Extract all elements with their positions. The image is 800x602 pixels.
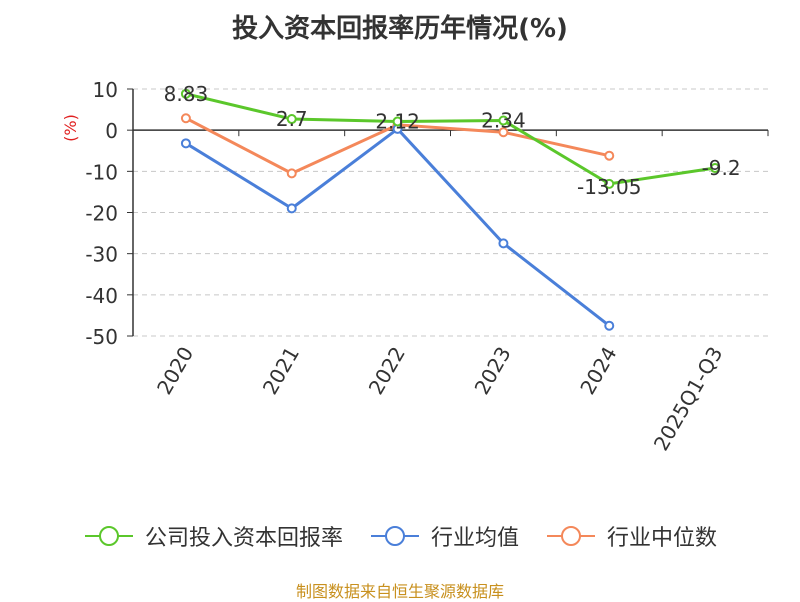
legend-marker-1 (370, 526, 419, 546)
data-label-0: 8.83 (164, 82, 209, 106)
series-2-point-1 (286, 168, 297, 179)
legend-label-2: 行业中位数 (607, 526, 718, 551)
source-note: 制图数据来自恒生聚源数据库 (295, 582, 504, 601)
series-0-point-3 (498, 115, 509, 126)
data-label-4: -13.05 (577, 175, 641, 199)
y-tick-label-0: 10 (93, 78, 118, 102)
x-tick-label-3: 2023 (470, 342, 516, 398)
y-tick-label-1: 0 (105, 119, 118, 143)
series-lines (180, 88, 721, 331)
data-label-3: 2.34 (481, 109, 526, 133)
x-tick-label-4: 2024 (575, 343, 621, 399)
x-tick-label-2: 2022 (364, 343, 410, 399)
series-0-point-1 (286, 114, 297, 125)
legend-label-0: 公司投入资本回报率 (144, 526, 343, 551)
series-0-point-0 (180, 88, 191, 99)
legend-label-1: 行业均值 (430, 526, 519, 551)
legend-item-2[interactable]: 行业中位数 (545, 520, 717, 552)
data-label-2: 2.12 (375, 109, 420, 133)
chart-title: 投入资本回报率历年情况(%) (232, 14, 568, 44)
data-labels: 8.83 2.7 2.12 2.34 -13.05 -9.2 (164, 82, 741, 199)
legend-marker-2 (547, 526, 595, 546)
y-tick-label-5: -40 (85, 284, 118, 308)
series-line-1 (185, 127, 611, 327)
y-axis-unit: (%) (61, 114, 80, 142)
series-0-point-5 (710, 163, 721, 174)
series-1-point-1 (286, 203, 297, 214)
series-0-point-2 (392, 116, 403, 127)
series-2-point-3 (498, 127, 509, 138)
series-1-point-3 (498, 238, 509, 249)
data-label-1: 2.7 (276, 107, 308, 131)
y-tick-label-4: -30 (85, 243, 118, 267)
x-tick-label-0: 2020 (152, 343, 198, 399)
axes: 10 0 -10 -20 -30 -40 -50 2020 2021 2022 2023 2024 20… (85, 78, 769, 455)
data-label-5: -9.2 (702, 156, 741, 180)
legend-circle-0 (98, 526, 119, 546)
series-2-point-4 (604, 150, 615, 161)
y-tick-label-3: -20 (85, 202, 118, 226)
y-tick-label-6: -50 (85, 325, 118, 349)
legend-marker-0 (84, 526, 133, 546)
legend: 公司投入资本回报率 行业均值 行业中位数 (0, 520, 800, 552)
series-line-0 (185, 92, 716, 186)
series-1-point-4 (604, 320, 615, 331)
series-2-point-0 (180, 113, 191, 124)
series-0-point-4 (604, 178, 615, 189)
y-tick-label-2: -10 (85, 160, 118, 184)
legend-circle-2 (561, 526, 581, 546)
x-tick-label-1: 2021 (258, 343, 304, 399)
legend-circle-1 (384, 526, 405, 546)
legend-item-1[interactable]: 行业均值 (369, 520, 519, 552)
legend-item-0[interactable]: 公司投入资本回报率 (83, 520, 343, 552)
grid-lines (133, 88, 768, 337)
x-tick-label-5: 2025Q1-Q3 (649, 343, 728, 455)
series-1-point-0 (180, 138, 191, 149)
